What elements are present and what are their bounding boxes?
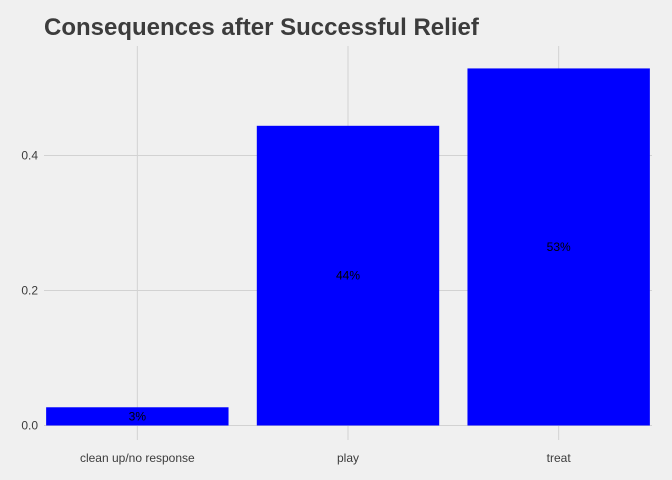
data-labels: 3% 44% 53% <box>129 240 571 423</box>
data-label: 53% <box>547 240 571 254</box>
y-tick-label: 0.2 <box>21 284 38 298</box>
data-label: 3% <box>129 409 147 423</box>
x-tick-label: clean up/no response <box>80 451 195 465</box>
bar-clean-up-no-response <box>46 407 229 426</box>
x-axis-ticks: clean up/no response play treat <box>80 451 571 465</box>
chart-title: Consequences after Successful Relief <box>44 14 479 41</box>
x-tick-label: play <box>337 451 359 465</box>
bar-play <box>256 125 440 426</box>
bar-treat <box>467 68 650 426</box>
y-axis-ticks: 0.0 0.2 0.4 <box>21 149 38 433</box>
x-tick-label: treat <box>547 451 572 465</box>
data-label: 44% <box>336 269 360 283</box>
bars <box>46 68 650 426</box>
y-tick-label: 0.4 <box>21 149 38 163</box>
y-tick-label: 0.0 <box>21 419 38 433</box>
